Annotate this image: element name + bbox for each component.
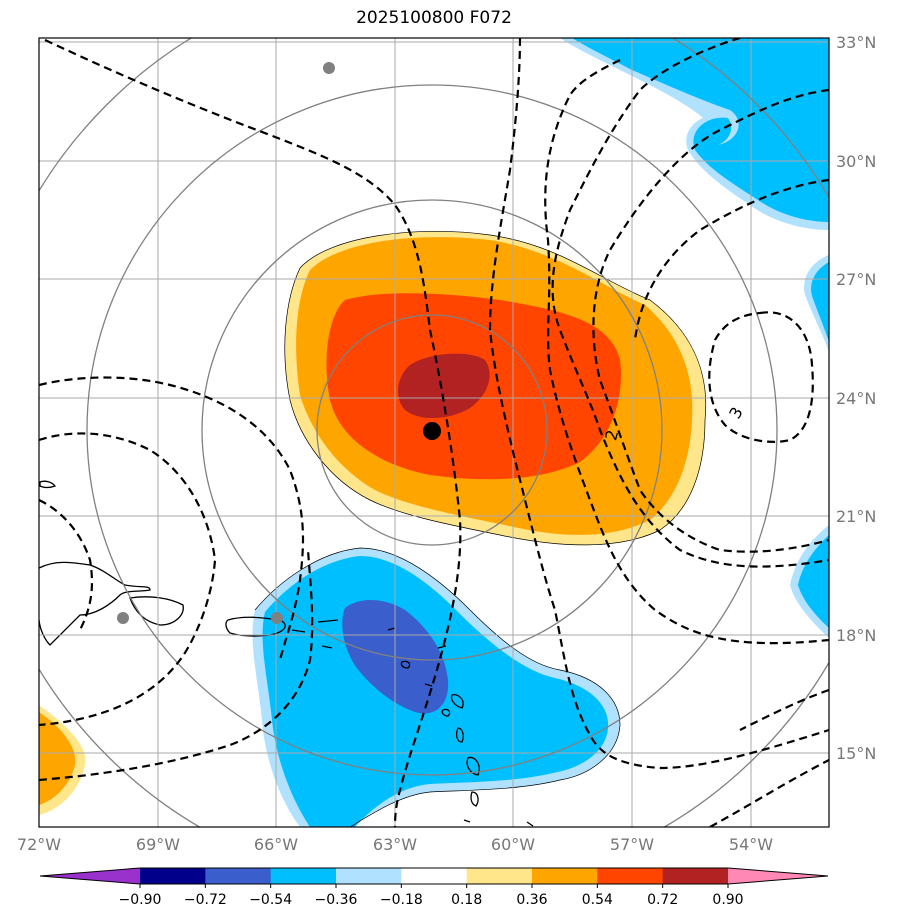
contour-east-2 — [551, 38, 829, 568]
map-content: 2 3 — [39, 38, 829, 827]
colorbar-tick-label: 0.18 — [451, 892, 482, 908]
colorbar-tick-label: −0.36 — [315, 892, 358, 908]
contour-2 — [488, 38, 829, 770]
colorbar-segment — [466, 868, 533, 884]
grey-marker-south — [271, 612, 283, 624]
lon-label: 60°W — [491, 835, 535, 854]
contour-west-2 — [39, 432, 217, 727]
colorbar-segment — [336, 868, 402, 884]
colorbar-segment — [270, 868, 337, 884]
colorbar-extend-high — [728, 868, 828, 884]
lon-label: 72°W — [17, 835, 61, 854]
lon-label: 54°W — [729, 835, 773, 854]
lon-label: 63°W — [373, 835, 417, 854]
colorbar-segment — [662, 868, 729, 884]
dashed-contours — [39, 38, 829, 827]
negative-anomaly-e-blue — [811, 262, 829, 342]
map-frame — [38, 37, 830, 828]
lat-label: 18°N — [836, 626, 876, 645]
colorbar-segment — [205, 868, 272, 884]
colorbar-tick-label: 0.72 — [647, 892, 678, 908]
grey-marker-west — [117, 612, 129, 624]
storm-center-marker — [423, 422, 441, 440]
lon-label: 66°W — [254, 835, 298, 854]
colorbar-tick-label: −0.54 — [249, 892, 292, 908]
colorbar-segment — [532, 868, 598, 884]
hispaniola-coast — [39, 561, 151, 646]
grey-marker-north — [323, 62, 335, 74]
lat-label: 24°N — [836, 389, 876, 408]
lat-label: 27°N — [836, 270, 876, 289]
colorbar-segment — [597, 868, 664, 884]
lon-label: 57°W — [610, 835, 654, 854]
colorbar-tick-label: −0.72 — [184, 892, 227, 908]
contour-west-1 — [39, 376, 305, 661]
colorbar-tick-label: 0.36 — [516, 892, 547, 908]
contour-se-corner — [709, 759, 829, 827]
negative-anomaly-se-blue — [798, 535, 829, 628]
contour-label-2: 2 — [601, 428, 622, 443]
colorbar-segment — [401, 868, 468, 884]
colorbar-extend-low — [40, 868, 140, 884]
lon-label: 69°W — [136, 835, 180, 854]
range-rings — [39, 38, 829, 827]
colorbar: −0.90 −0.72 −0.54 −0.36 −0.18 0.18 0.36 0.54 0.7… — [39, 867, 829, 908]
latitude-labels: 33°N 30°N 27°N 24°N 21°N 18°N 15°N — [836, 33, 876, 763]
lat-label: 30°N — [836, 152, 876, 171]
colorbar-tick-label: −0.90 — [119, 892, 162, 908]
gridlines — [39, 38, 829, 827]
negative-anomaly-ne-blue — [572, 38, 829, 222]
positive-anomaly-corner-orange — [39, 712, 76, 805]
colorbar-tick-label: 0.90 — [712, 892, 743, 908]
colorbar-tick-label: −0.18 — [380, 892, 423, 908]
lat-label: 33°N — [836, 33, 876, 52]
lat-label: 21°N — [836, 507, 876, 526]
lat-label: 15°N — [836, 744, 876, 763]
colorbar-tick-label: 0.54 — [582, 892, 613, 908]
contour-closed-3 — [708, 311, 814, 443]
contour-nw-diagonal — [44, 39, 462, 827]
contour-southwest — [39, 549, 314, 782]
positive-anomaly-darkred — [398, 353, 490, 419]
anomaly-outlines — [254, 230, 707, 827]
map-title: 2025100800 F072 — [356, 8, 512, 28]
contour-west-3 — [39, 499, 94, 631]
coastlines — [39, 480, 534, 827]
longitude-labels: 72°W 69°W 66°W 63°W 60°W 57°W 54°W — [17, 835, 773, 854]
contour-east-1 — [544, 59, 829, 645]
contour-east-3 — [592, 88, 829, 553]
colorbar-segment — [140, 868, 206, 884]
